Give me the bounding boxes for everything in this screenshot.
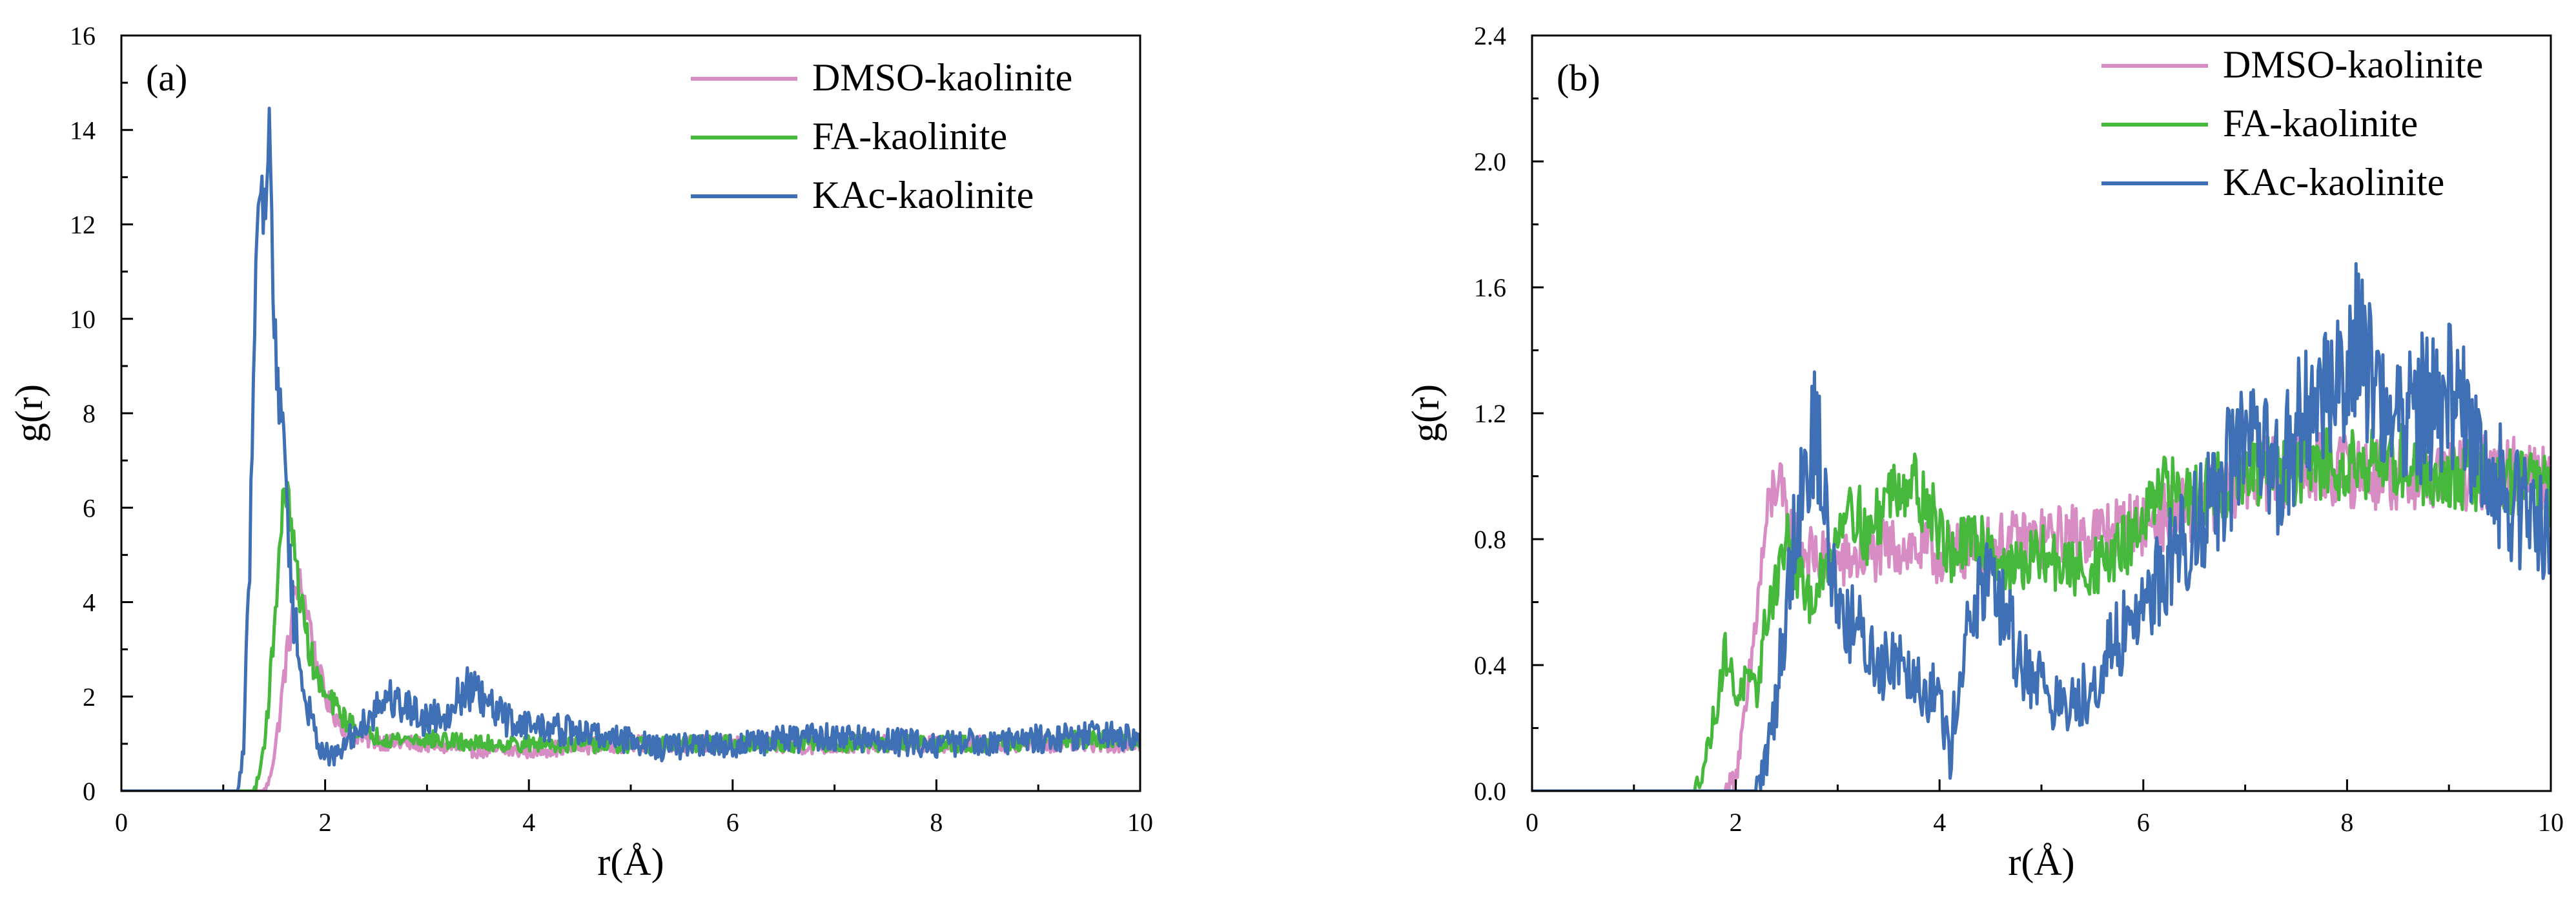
y-tick-label: 14 [70, 116, 96, 145]
x-tick-label: 0 [1526, 808, 1538, 837]
y-tick-label: 2.4 [1474, 21, 1506, 50]
y-tick-label: 16 [70, 21, 96, 50]
x-tick-label: 8 [930, 808, 943, 837]
y-tick-label: 1.6 [1474, 273, 1506, 302]
series-line-dmso-kaolinite [121, 568, 1140, 791]
x-tick-label: 8 [2340, 808, 2353, 837]
x-axis-title: r(Å) [2008, 841, 2074, 883]
x-tick-label: 2 [319, 808, 332, 837]
y-tick-label: 0.4 [1474, 651, 1506, 680]
x-tick-label: 10 [2538, 808, 2564, 837]
y-tick-label: 0.8 [1474, 525, 1506, 554]
series-group [121, 107, 1140, 791]
x-axis-title: r(Å) [597, 841, 664, 883]
y-tick-label: 12 [70, 211, 96, 240]
legend-entry-label: FA-kaolinite [812, 115, 1007, 158]
y-tick-label: 6 [83, 493, 96, 522]
y-tick-label: 0 [83, 777, 96, 806]
y-tick-label: 2 [83, 683, 96, 712]
legend-entry-label: DMSO-kaolinite [812, 56, 1072, 99]
y-axis-title: g(r) [1404, 384, 1447, 442]
x-tick-label: 0 [115, 808, 128, 837]
legend: DMSO-kaolinite FA-kaolinite KAc-kaolinite [691, 56, 1072, 216]
y-tick-label: 8 [83, 399, 96, 428]
y-tick-label: 4 [83, 588, 96, 617]
series-group [1532, 262, 2551, 791]
x-tick-label: 4 [522, 808, 535, 837]
y-tick-label: 0.0 [1474, 777, 1506, 806]
legend-entry-label: DMSO-kaolinite [2223, 43, 2483, 86]
legend-entry-label: KAc-kaolinite [812, 174, 1034, 216]
panel-label: (b) [1557, 57, 1600, 99]
x-tick-label: 2 [1730, 808, 1743, 837]
legend-entry-label: FA-kaolinite [2223, 102, 2418, 145]
chart-panel-b: 0 2 4 6 8 10 0.0 0.4 0.8 1.2 1.6 2.0 2.4 r(Å) g(r) (b) D… [1404, 21, 2564, 883]
y-axis-title: g(r) [8, 384, 50, 442]
series-line-kac-kaolinite [121, 107, 1140, 791]
x-tick-label: 10 [1127, 808, 1153, 837]
series-line-kac-kaolinite [1532, 262, 2551, 791]
legend-entry-label: KAc-kaolinite [2223, 161, 2444, 203]
x-tick-label: 6 [2137, 808, 2150, 837]
y-tick-label: 10 [70, 305, 96, 334]
y-tick-label: 1.2 [1474, 399, 1506, 428]
x-tick-label: 6 [726, 808, 739, 837]
series-line-fa-kaolinite [1532, 423, 2551, 791]
panel-label: (a) [146, 57, 187, 99]
chart-panel-a: 0 2 4 6 8 10 0 2 4 6 8 10 12 14 16 r(Å) g(r) (a) DMSO-kaol… [8, 21, 1153, 883]
legend: DMSO-kaolinite FA-kaolinite KAc-kaolinite [2101, 43, 2483, 203]
y-tick-label: 2.0 [1474, 147, 1506, 176]
x-tick-label: 4 [1933, 808, 1946, 837]
